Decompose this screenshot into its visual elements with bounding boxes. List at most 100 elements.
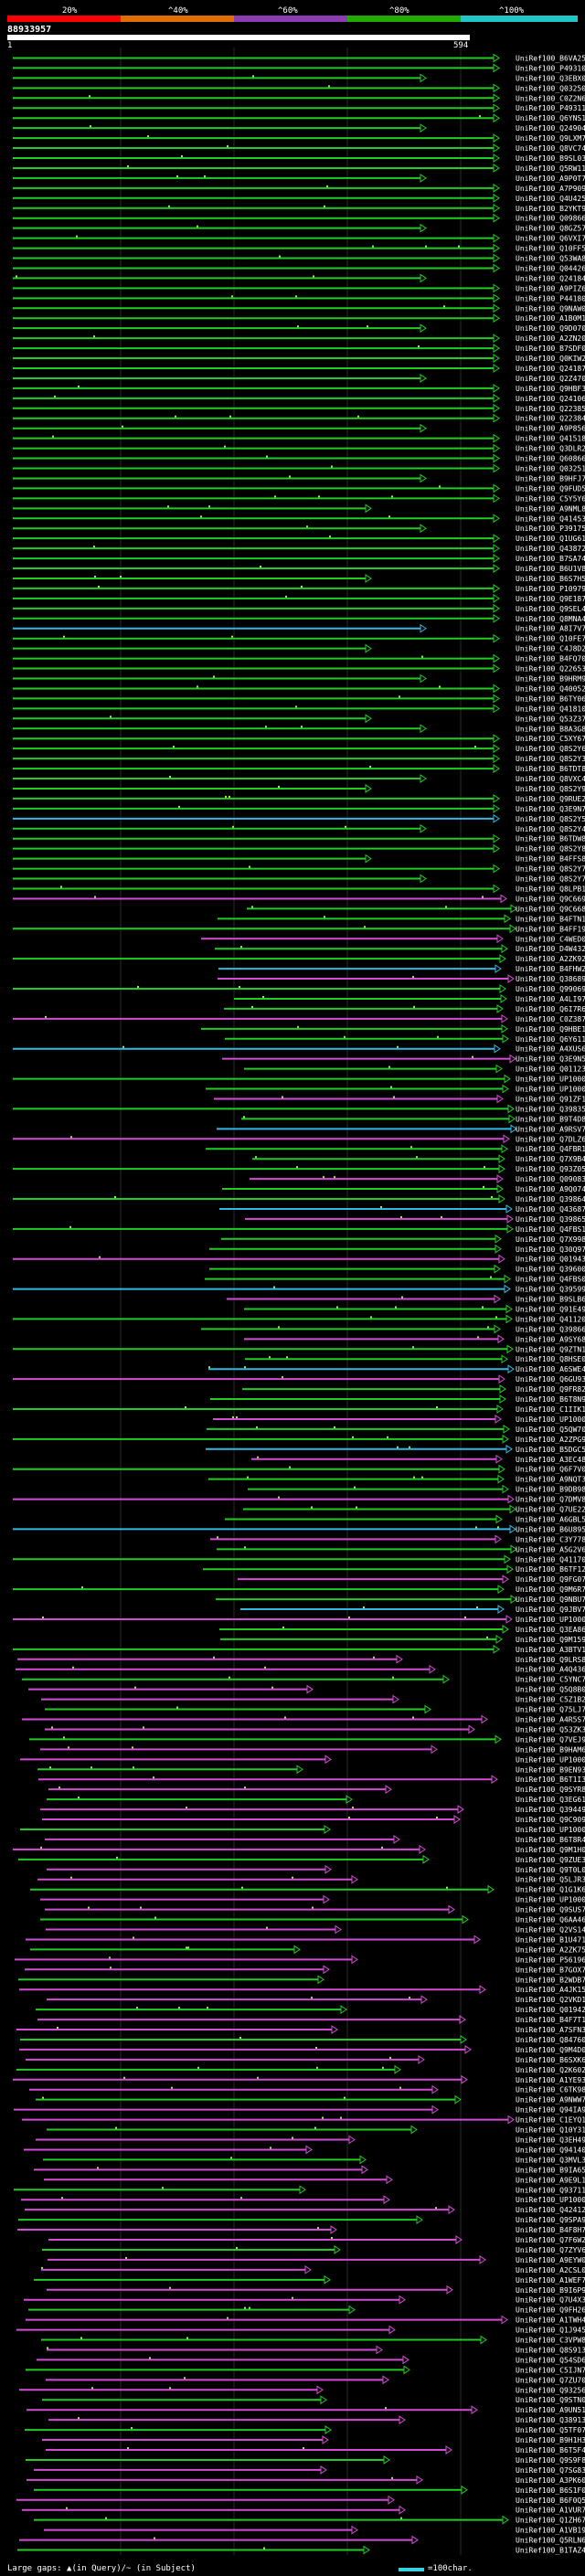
hit-label[interactable]: UniRef100_A6SWE4 bbox=[516, 1365, 585, 1373]
hit-label[interactable]: UniRef100_B1TAZ4 bbox=[516, 2547, 585, 2555]
hit-label[interactable]: UniRef100_A9SY68 bbox=[516, 1335, 585, 1343]
hit-label[interactable]: UniRef100_A7SFN3 bbox=[516, 2026, 585, 2034]
hit-label[interactable]: UniRef100_UP1000... bbox=[516, 1415, 585, 1424]
hit-label[interactable]: UniRef100_UP1000... bbox=[516, 1826, 585, 1834]
hit-label[interactable]: UniRef100_Q41120 bbox=[516, 1315, 585, 1323]
hit-label[interactable]: UniRef100_Q8LPB1 bbox=[516, 885, 585, 893]
hit-label[interactable]: UniRef100_Q2Z470 bbox=[516, 375, 585, 383]
hit-label[interactable]: UniRef100_Q9S9F8 bbox=[516, 2456, 585, 2465]
hit-label[interactable]: UniRef100_A1B0M1 bbox=[516, 314, 585, 323]
hit-label[interactable]: UniRef100_B2YKT9 bbox=[516, 205, 585, 213]
hit-label[interactable]: UniRef100_B9EN93 bbox=[516, 1765, 585, 1774]
hit-label[interactable]: UniRef100_Q7SG83 bbox=[516, 2466, 585, 2475]
hit-label[interactable]: UniRef100_Q38689 bbox=[516, 975, 585, 983]
hit-label[interactable]: UniRef100_B9I6P9 bbox=[516, 2286, 585, 2295]
hit-label[interactable]: UniRef100_B6TDW8 bbox=[516, 835, 585, 843]
hit-label[interactable]: UniRef100_A4JK15 bbox=[516, 1986, 585, 1994]
hit-label[interactable]: UniRef100_B9T4D8 bbox=[516, 1115, 585, 1123]
hit-label[interactable]: UniRef100_Q24106 bbox=[516, 395, 585, 403]
hit-label[interactable]: UniRef100_P39175 bbox=[516, 525, 585, 533]
hit-label[interactable]: UniRef100_B6TY06 bbox=[516, 694, 585, 703]
hit-label[interactable]: UniRef100_A1VUR7 bbox=[516, 2507, 585, 2515]
hit-label[interactable]: UniRef100_Q39599 bbox=[516, 1286, 585, 1294]
hit-label[interactable]: UniRef100_B4F7T1 bbox=[516, 2016, 585, 2024]
hit-label[interactable]: UniRef100_Q9LXM7 bbox=[516, 134, 585, 143]
hit-label[interactable]: UniRef100_Q10Y31 bbox=[516, 2126, 585, 2135]
hit-label[interactable]: UniRef100_Q04426 bbox=[516, 264, 585, 272]
hit-label[interactable]: UniRef100_B6S1F0 bbox=[516, 2486, 585, 2495]
hit-label[interactable]: UniRef100_P10979 bbox=[516, 585, 585, 593]
hit-label[interactable]: UniRef100_C4J8D2 bbox=[516, 645, 585, 653]
hit-label[interactable]: UniRef100_Q9E187 bbox=[516, 595, 585, 603]
hit-label[interactable]: UniRef100_Q8VC74 bbox=[516, 144, 585, 153]
hit-label[interactable]: UniRef100_Q9FH26 bbox=[516, 2306, 585, 2315]
hit-label[interactable]: UniRef100_Q24904 bbox=[516, 124, 585, 133]
hit-label[interactable]: UniRef100_Q7X9B4 bbox=[516, 1155, 585, 1163]
hit-label[interactable]: UniRef100_Q53ZK3 bbox=[516, 1725, 585, 1733]
hit-label[interactable]: UniRef100_Q9JBV7 bbox=[516, 1606, 585, 1614]
hit-label[interactable]: UniRef100_Q8S2Y9 bbox=[516, 785, 585, 793]
hit-label[interactable]: UniRef100_C6TK98 bbox=[516, 2086, 585, 2094]
hit-label[interactable]: UniRef100_B9HAM6 bbox=[516, 1745, 585, 1754]
hit-label[interactable]: UniRef100_A9NQT3 bbox=[516, 1476, 585, 1484]
hit-label[interactable]: UniRef100_B2WDB7 bbox=[516, 1976, 585, 1984]
hit-label[interactable]: UniRef100_Q43872 bbox=[516, 545, 585, 553]
hit-label[interactable]: UniRef100_Q09866 bbox=[516, 215, 585, 223]
hit-label[interactable]: UniRef100_Q41518 bbox=[516, 435, 585, 443]
hit-label[interactable]: UniRef100_Q9SPA9 bbox=[516, 2216, 585, 2224]
hit-label[interactable]: UniRef100_UP1000... bbox=[516, 2196, 585, 2204]
hit-label[interactable]: UniRef100_Q7U4X3 bbox=[516, 2296, 585, 2305]
hit-label[interactable]: UniRef100_A9Q074 bbox=[516, 1185, 585, 1193]
hit-label[interactable]: UniRef100_Q1ZH67 bbox=[516, 2517, 585, 2525]
hit-label[interactable]: UniRef100_Q9RUE2 bbox=[516, 795, 585, 803]
hit-label[interactable]: UniRef100_Q8HSE0 bbox=[516, 1355, 585, 1363]
hit-label[interactable]: UniRef100_Q91E49 bbox=[516, 1305, 585, 1313]
hit-label[interactable]: UniRef100_Q8S2Y6 bbox=[516, 745, 585, 753]
hit-label[interactable]: UniRef100_A1YE93 bbox=[516, 2076, 585, 2084]
hit-label[interactable]: UniRef100_Q3DLR2 bbox=[516, 445, 585, 453]
hit-label[interactable]: UniRef100_Q9M1H0 bbox=[516, 1846, 585, 1854]
hit-label[interactable]: UniRef100_A1TWH4 bbox=[516, 2316, 585, 2325]
hit-label[interactable]: UniRef100_A6GBL5 bbox=[516, 1515, 585, 1523]
hit-label[interactable]: UniRef100_B4FFS8 bbox=[516, 855, 585, 864]
hit-label[interactable]: UniRef100_A4LI97 bbox=[516, 995, 585, 1003]
hit-label[interactable]: UniRef100_UP1000... bbox=[516, 1616, 585, 1624]
hit-label[interactable]: UniRef100_B9SLB6 bbox=[516, 1296, 585, 1304]
hit-label[interactable]: UniRef100_Q22384 bbox=[516, 415, 585, 423]
hit-label[interactable]: UniRef100_C5XY67 bbox=[516, 735, 585, 743]
hit-label[interactable]: UniRef100_B9HFJ7 bbox=[516, 474, 585, 482]
hit-label[interactable]: UniRef100_C3VPW8 bbox=[516, 2337, 585, 2345]
hit-label[interactable]: UniRef100_Q9ZUE3 bbox=[516, 1856, 585, 1864]
hit-label[interactable]: UniRef100_B9IA65 bbox=[516, 2166, 585, 2174]
hit-label[interactable]: UniRef100_Q40052 bbox=[516, 684, 585, 693]
hit-label[interactable]: UniRef100_A9NML8 bbox=[516, 504, 585, 513]
hit-label[interactable]: UniRef100_Q03251 bbox=[516, 465, 585, 473]
hit-label[interactable]: UniRef100_Q41453 bbox=[516, 514, 585, 523]
hit-label[interactable]: UniRef100_Q3EBX0 bbox=[516, 74, 585, 82]
hit-label[interactable]: UniRef100_Q5Q8B0 bbox=[516, 1686, 585, 1694]
hit-label[interactable]: UniRef100_Q09083 bbox=[516, 1175, 585, 1183]
hit-label[interactable]: UniRef100_B9DB98 bbox=[516, 1486, 585, 1494]
hit-label[interactable]: UniRef100_Q24184 bbox=[516, 274, 585, 282]
hit-label[interactable]: UniRef100_B6T5F4 bbox=[516, 2446, 585, 2454]
hit-label[interactable]: UniRef100_A2ZN20 bbox=[516, 334, 585, 343]
hit-label[interactable]: UniRef100_A9UN51 bbox=[516, 2406, 585, 2414]
hit-label[interactable]: UniRef100_Q8S2Y7 bbox=[516, 865, 585, 874]
hit-label[interactable]: UniRef100_Q7ZU70 bbox=[516, 2376, 585, 2384]
hit-label[interactable]: UniRef100_Q6VXI7 bbox=[516, 235, 585, 243]
hit-label[interactable]: UniRef100_Q7UE22 bbox=[516, 1506, 585, 1514]
hit-label[interactable]: UniRef100_Q8S2Y7 bbox=[516, 875, 585, 884]
hit-label[interactable]: UniRef100_Q5TF07 bbox=[516, 2426, 585, 2434]
hit-label[interactable]: UniRef100_Q5RW11 bbox=[516, 164, 585, 173]
hit-label[interactable]: UniRef100_B6SXK6 bbox=[516, 2056, 585, 2064]
hit-label[interactable]: UniRef100_B6VA25 bbox=[516, 54, 585, 62]
hit-label[interactable]: UniRef100_D4W432 bbox=[516, 945, 585, 953]
hit-label[interactable]: UniRef100_Q10FF5 bbox=[516, 245, 585, 253]
hit-label[interactable]: UniRef100_A9P0T7 bbox=[516, 175, 585, 183]
hit-label[interactable]: UniRef100_Q9M6R7 bbox=[516, 1585, 585, 1594]
hit-label[interactable]: UniRef100_Q3EH49 bbox=[516, 2136, 585, 2144]
hit-label[interactable]: UniRef100_Q39865 bbox=[516, 1215, 585, 1224]
hit-label[interactable]: UniRef100_A2ZK92 bbox=[516, 955, 585, 963]
hit-label[interactable]: UniRef100_Q4FBS1 bbox=[516, 1225, 585, 1234]
hit-label[interactable]: UniRef100_B4FHW2 bbox=[516, 965, 585, 973]
